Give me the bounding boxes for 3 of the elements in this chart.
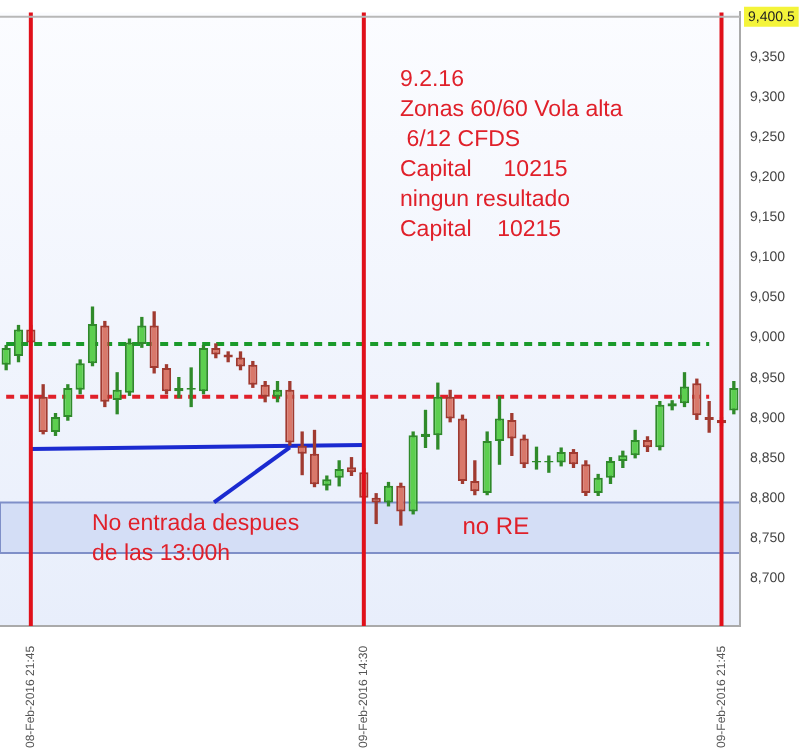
annotation: 9.2.16 Zonas 60/60 Vola alta 6/12 CFDS Capital 10215 ningun resultado Capital 10215	[400, 68, 624, 243]
annotation: No entrada despues de las 13:00h	[92, 512, 300, 567]
band-label: no RE	[462, 512, 530, 541]
